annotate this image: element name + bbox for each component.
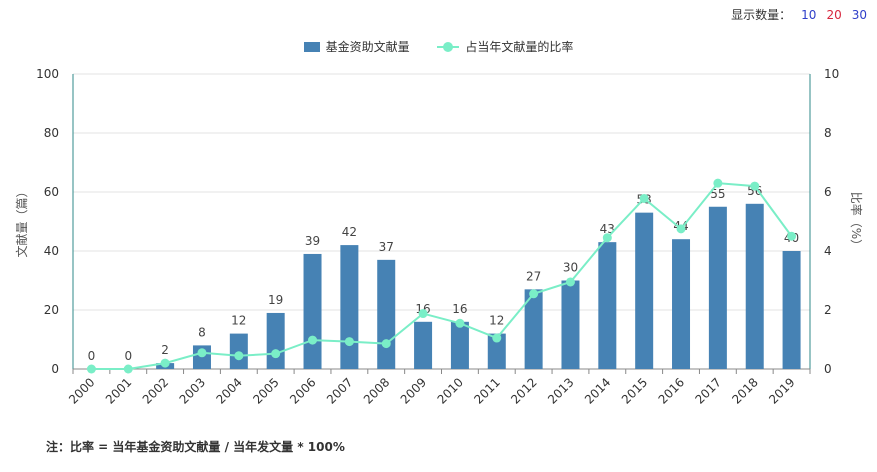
bar-data-label: 55 [710, 187, 725, 201]
y-tick-label: 80 [44, 126, 59, 140]
x-tick-label: 2009 [398, 375, 429, 406]
bar[interactable] [487, 333, 506, 369]
x-tick-label: 2007 [324, 375, 355, 406]
display-count-controls: 显示数量： 10 20 30 [721, 6, 867, 23]
bar[interactable] [598, 242, 617, 369]
x-tick-label: 2016 [656, 375, 687, 406]
ratio-point[interactable] [529, 289, 539, 299]
y2-axis-title: 比率（%） [849, 192, 864, 251]
y2-tick-label: 6 [824, 185, 832, 199]
ratio-point[interactable] [344, 337, 354, 347]
display-count-label: 显示数量： [731, 8, 792, 22]
bar[interactable] [377, 259, 396, 369]
x-tick-label: 2018 [729, 375, 760, 406]
y2-tick-label: 10 [824, 67, 839, 81]
chart-legend: 基金资助文献量 占当年文献量的比率 [0, 38, 877, 55]
y-tick-label: 20 [44, 303, 59, 317]
ratio-point[interactable] [123, 364, 133, 374]
x-tick-label: 2004 [213, 375, 244, 406]
bar-data-label: 12 [231, 314, 246, 328]
bar-data-label: 2 [161, 343, 169, 357]
chart-plot: 0 20 40 60 80 100 0 2 4 6 8 10 文献量（篇） 比率（%） 0 0 2 8 12 19 39… [14, 67, 864, 407]
ratio-point[interactable] [160, 358, 170, 368]
y-tick-label: 0 [51, 362, 59, 376]
ratio-point[interactable] [602, 233, 612, 243]
footer-note: 注：比率 = 当年基金资助文献量 / 当年发文量 * 100% [46, 440, 345, 454]
x-tick-label: 2008 [361, 375, 392, 406]
bar-data-label: 0 [124, 349, 132, 363]
ratio-series-line [91, 182, 793, 370]
y-tick-label: 60 [44, 185, 59, 199]
legend-item-funded[interactable]: 基金资助文献量 [303, 38, 410, 55]
bar[interactable] [635, 212, 654, 369]
bar[interactable] [524, 289, 543, 369]
bar-data-label: 0 [88, 349, 96, 363]
x-tick-label: 2003 [177, 375, 208, 406]
display-count-option-20[interactable]: 20 [826, 8, 842, 22]
bar[interactable] [745, 203, 764, 369]
bar-data-label: 12 [489, 314, 504, 328]
ratio-point[interactable] [565, 277, 575, 287]
bar-data-label: 16 [452, 302, 467, 316]
bar-data-label: 37 [379, 240, 394, 254]
x-tick-label: 2002 [140, 375, 171, 406]
ratio-point[interactable] [234, 351, 244, 361]
bar-data-label: 39 [305, 234, 320, 248]
ratio-point[interactable] [455, 318, 465, 328]
y2-tick-label: 8 [824, 126, 832, 140]
ratio-point[interactable] [86, 364, 96, 374]
ratio-point[interactable] [308, 335, 318, 345]
bar-data-label: 27 [526, 269, 541, 283]
ratio-point[interactable] [639, 193, 649, 203]
bar[interactable] [414, 321, 433, 369]
bar-data-label: 42 [342, 225, 357, 239]
y2-tick-label: 0 [824, 362, 832, 376]
bar[interactable] [708, 206, 727, 369]
ratio-point[interactable] [197, 348, 207, 358]
y-axis-title: 文献量（篇） [14, 185, 29, 257]
bar[interactable] [450, 321, 469, 369]
x-tick-label: 2015 [619, 375, 650, 406]
x-tick-label: 2014 [582, 375, 613, 406]
x-tick-label: 2010 [435, 375, 466, 406]
ratio-point[interactable] [418, 309, 428, 319]
bar[interactable] [782, 251, 801, 369]
bar[interactable] [561, 280, 580, 370]
bar-data-label: 30 [563, 261, 578, 275]
legend-bar-swatch [303, 41, 320, 52]
bar-data-label: 19 [268, 293, 283, 307]
ratio-point[interactable] [787, 231, 797, 241]
bar[interactable] [672, 239, 691, 369]
y-tick-label: 40 [44, 244, 59, 258]
x-tick-label: 2006 [287, 375, 318, 406]
ratio-point[interactable] [676, 224, 686, 234]
legend-line-swatch [437, 41, 460, 52]
x-tick-label: 2017 [692, 375, 723, 406]
x-tick-label: 2011 [471, 375, 502, 406]
display-count-option-30[interactable]: 30 [851, 8, 867, 22]
ratio-point[interactable] [381, 339, 391, 349]
x-tick-label: 2019 [766, 375, 797, 406]
x-tick-label: 2005 [250, 375, 281, 406]
x-tick-label: 2012 [508, 375, 539, 406]
bar[interactable] [303, 253, 322, 369]
x-tick-label: 2013 [545, 375, 576, 406]
legend-item-ratio[interactable]: 占当年文献量的比率 [437, 38, 573, 55]
bar-data-label: 8 [198, 325, 206, 339]
bar[interactable] [340, 245, 359, 369]
ratio-point[interactable] [750, 181, 760, 191]
y-tick-label: 100 [36, 67, 59, 81]
ratio-point[interactable] [492, 333, 502, 343]
legend-label-funded: 基金资助文献量 [325, 40, 410, 54]
x-tick-label: 2001 [103, 375, 134, 406]
bar[interactable] [266, 312, 285, 369]
ratio-point[interactable] [271, 349, 281, 359]
legend-label-ratio: 占当年文献量的比率 [465, 40, 574, 54]
ratio-point[interactable] [713, 178, 723, 188]
y2-tick-label: 4 [824, 244, 832, 258]
y2-tick-label: 2 [824, 303, 832, 317]
x-tick-label: 2000 [66, 375, 97, 406]
display-count-option-10[interactable]: 10 [801, 8, 817, 22]
